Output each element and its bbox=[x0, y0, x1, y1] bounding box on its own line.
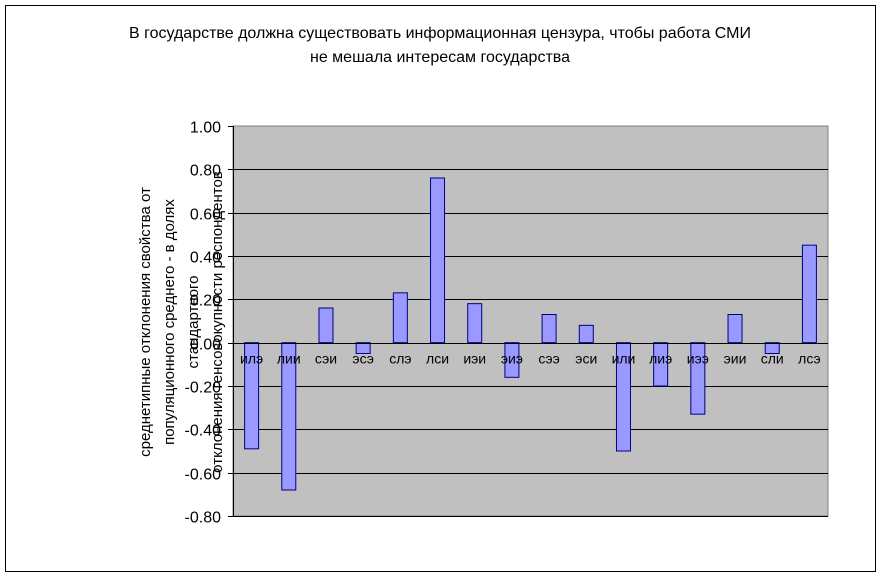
x-tick-label: сээ bbox=[538, 351, 559, 367]
bar-слэ bbox=[392, 292, 408, 344]
bar-илэ bbox=[244, 342, 260, 450]
bar-сээ bbox=[541, 314, 557, 344]
x-tick-label: иэи bbox=[463, 351, 486, 367]
bar-эии bbox=[727, 314, 743, 344]
bar-иээ bbox=[690, 342, 706, 415]
x-tick-label: лсэ bbox=[798, 351, 820, 367]
x-tick-label: эии bbox=[724, 351, 747, 367]
x-tick-label: иээ bbox=[687, 351, 709, 367]
x-tick-label: илэ bbox=[240, 351, 263, 367]
x-tick-label: лиэ bbox=[649, 351, 672, 367]
x-tick-label: слэ bbox=[389, 351, 411, 367]
y-tick-label: 0.80 bbox=[190, 163, 221, 180]
x-tick-label: или bbox=[612, 351, 636, 367]
y-tick-label: 0.00 bbox=[190, 337, 221, 354]
bar-сли bbox=[764, 342, 780, 354]
x-tick-label: сли bbox=[761, 351, 784, 367]
y-tick-label: 0.20 bbox=[190, 293, 221, 310]
x-tick-label: лии bbox=[277, 351, 301, 367]
x-tick-label: лси bbox=[426, 351, 449, 367]
bar-лии bbox=[281, 342, 297, 491]
y-tick-label: 0.40 bbox=[190, 250, 221, 267]
bar-лси bbox=[430, 177, 446, 344]
bar-эси bbox=[578, 324, 594, 344]
x-tick-label: эиэ bbox=[501, 351, 523, 367]
x-tick-label: сэи bbox=[315, 351, 337, 367]
bar-эсэ bbox=[355, 342, 371, 354]
chart-title-line-2: не мешала интересам государства bbox=[310, 49, 570, 66]
x-tick-label: эси bbox=[575, 351, 597, 367]
y-tick-label: 1.00 bbox=[190, 120, 221, 137]
chart-title-line-1: В государстве должна существовать информ… bbox=[129, 25, 751, 42]
y-tick-label: -0.60 bbox=[185, 467, 222, 484]
bar-или bbox=[615, 342, 631, 452]
chart-title: В государстве должна существовать информ… bbox=[60, 22, 820, 70]
bar-лсэ bbox=[801, 244, 817, 344]
bar-эиэ bbox=[504, 342, 520, 378]
bar-сэи bbox=[318, 307, 334, 344]
x-tick-label: эсэ bbox=[352, 351, 373, 367]
y-tick-label: -0.80 bbox=[185, 510, 222, 527]
y-tick-label: 0.60 bbox=[190, 207, 221, 224]
y-tick-label: -0.40 bbox=[185, 423, 222, 440]
bar-лиэ bbox=[653, 342, 669, 387]
y-tick-label: -0.20 bbox=[185, 380, 222, 397]
bar-иэи bbox=[467, 303, 483, 344]
